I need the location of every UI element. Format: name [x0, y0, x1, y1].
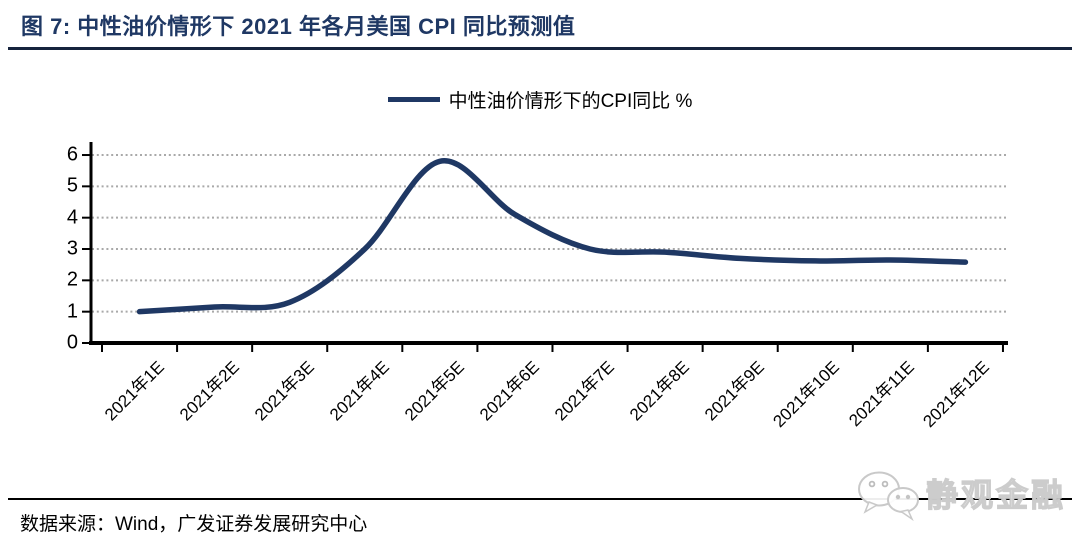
y-axis-label: 5: [66, 174, 78, 197]
watermark-text: 静观金融: [925, 477, 1066, 513]
y-axis-label: 0: [66, 331, 78, 354]
footer-divider: [8, 498, 1072, 500]
figure-title: 图 7: 中性油价情形下 2021 年各月美国 CPI 同比预测值: [21, 14, 576, 39]
wechat-icon: [857, 471, 919, 522]
y-axis-label: 4: [66, 206, 78, 229]
y-axis-label: 6: [66, 143, 78, 166]
y-axis-label: 1: [66, 300, 78, 323]
chart-legend: 中性油价情形下的CPI同比 %: [0, 86, 1080, 113]
legend-line-swatch: [387, 97, 440, 102]
title-divider: [8, 47, 1072, 50]
cpi-series-line: [136, 158, 969, 315]
legend-label: 中性油价情形下的CPI同比 %: [448, 91, 693, 112]
data-source: 数据来源：Wind，广发证券发展研究中心: [20, 514, 368, 535]
y-axis-label: 2: [66, 268, 78, 291]
watermark: 静观金融: [856, 467, 1066, 523]
y-axis-label: 3: [66, 237, 78, 260]
